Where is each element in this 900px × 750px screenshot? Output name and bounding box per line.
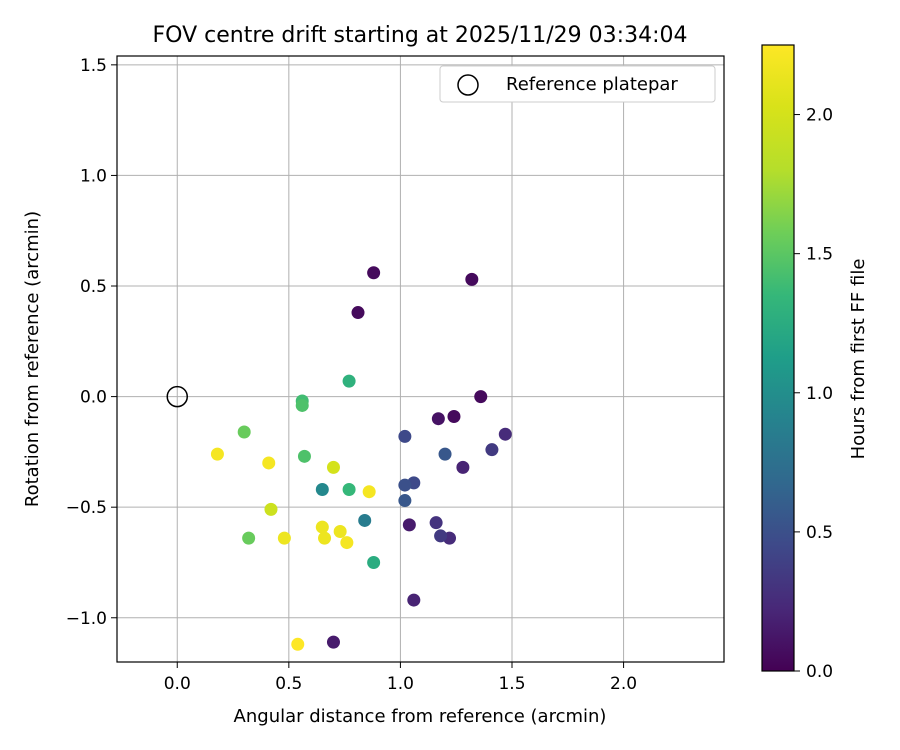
data-point xyxy=(242,531,256,545)
x-tick-label: 1.0 xyxy=(387,674,414,694)
y-tick-label: 1.5 xyxy=(80,56,107,76)
y-tick-label: 0.0 xyxy=(80,388,107,408)
grid-lines xyxy=(117,56,724,662)
data-points xyxy=(166,266,512,651)
x-axis-label: Angular distance from reference (arcmin) xyxy=(234,706,607,727)
y-tick-label: 1.0 xyxy=(80,166,107,186)
colorbar-tick-label: 2.0 xyxy=(806,106,833,126)
data-point xyxy=(297,449,311,463)
data-point xyxy=(447,410,461,424)
data-point xyxy=(474,390,488,404)
legend-label-reference: Reference platepar xyxy=(506,74,678,95)
data-point xyxy=(210,447,224,461)
data-point xyxy=(431,412,445,426)
legend: Reference platepar xyxy=(439,65,716,103)
reference-point-marker xyxy=(166,385,189,408)
data-point xyxy=(237,425,251,439)
data-point xyxy=(358,513,372,527)
data-point xyxy=(438,447,452,461)
data-point xyxy=(342,374,356,388)
data-point xyxy=(295,398,309,412)
data-point xyxy=(429,516,443,530)
data-point xyxy=(326,460,340,474)
colorbar-tick-label: 1.0 xyxy=(806,384,833,404)
data-point xyxy=(264,502,278,516)
data-point xyxy=(315,520,329,534)
data-point xyxy=(340,536,354,550)
data-point xyxy=(362,485,376,499)
data-point xyxy=(402,518,416,532)
data-point xyxy=(318,531,332,545)
data-point xyxy=(485,443,499,457)
colorbar: 0.0 0.5 1.0 1.5 2.0 Hours from first FF file xyxy=(761,44,869,682)
colorbar-tick-label: 0.5 xyxy=(806,523,833,543)
x-tick-label: 1.5 xyxy=(498,674,525,694)
legend-box xyxy=(439,65,716,103)
data-point xyxy=(465,272,479,286)
data-point xyxy=(407,593,421,607)
y-axis-label: Rotation from reference (arcmin) xyxy=(22,211,43,507)
chart-title: FOV centre drift starting at 2025/11/29 … xyxy=(153,23,688,48)
data-point xyxy=(333,525,347,539)
data-point xyxy=(315,482,329,496)
data-point xyxy=(456,460,470,474)
y-tick-label: 0.5 xyxy=(80,277,107,297)
data-point xyxy=(291,637,305,651)
data-point xyxy=(398,429,412,443)
y-axis-ticks: −1.0 −0.5 0.0 0.5 1.0 1.5 xyxy=(66,56,117,629)
data-point xyxy=(342,482,356,496)
data-point xyxy=(398,478,412,492)
data-point xyxy=(367,266,381,280)
y-tick-label: −0.5 xyxy=(66,498,107,518)
colorbar-tick-label: 1.5 xyxy=(806,245,833,265)
x-tick-label: 0.5 xyxy=(275,674,302,694)
x-axis-ticks: 0.0 0.5 1.0 1.5 2.0 xyxy=(164,662,637,694)
x-tick-label: 2.0 xyxy=(610,674,637,694)
plot-frame xyxy=(116,55,725,663)
colorbar-ticks: 0.0 0.5 1.0 1.5 2.0 xyxy=(794,106,833,682)
colorbar-tick-label: 0.0 xyxy=(806,662,833,682)
data-point xyxy=(262,456,276,470)
data-point xyxy=(326,635,340,649)
data-point xyxy=(498,427,512,441)
colorbar-label: Hours from first FF file xyxy=(848,259,869,460)
data-point xyxy=(351,306,365,320)
x-tick-label: 0.0 xyxy=(164,674,191,694)
legend-marker-reference xyxy=(457,74,479,96)
data-point xyxy=(398,494,412,508)
data-point xyxy=(434,529,448,543)
data-point xyxy=(367,555,381,569)
data-point xyxy=(277,531,291,545)
y-tick-label: −1.0 xyxy=(66,609,107,629)
colorbar-gradient xyxy=(761,44,795,672)
